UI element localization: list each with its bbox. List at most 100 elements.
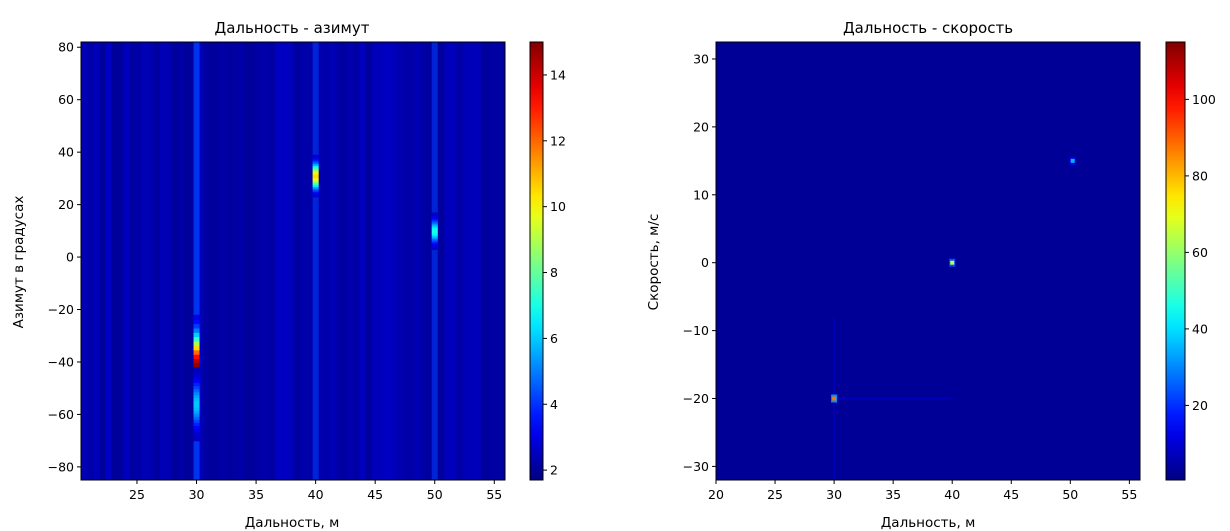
heatmap-peak-cell [431, 212, 438, 215]
heatmap-peak-cell [431, 220, 438, 223]
x-tick-label: 40 [308, 487, 324, 502]
colorbar-tick-label: 14 [550, 67, 566, 82]
heatmap-peak-cell [431, 240, 438, 243]
heatmap-peak-cell [431, 247, 438, 250]
heatmap-peak-cell [193, 410, 200, 414]
heatmap-texture-stripe [474, 42, 482, 480]
heatmap-texture-stripe [305, 42, 312, 480]
x-axis-label: Дальность, м [245, 515, 340, 531]
heatmap-texture-stripe [135, 42, 143, 480]
y-tick-label: 40 [58, 145, 74, 160]
heatmap-peak-cell [431, 227, 438, 230]
heatmap-range-column [193, 42, 200, 480]
heatmap-peak-cell [312, 161, 319, 165]
colorbar-gradient [1165, 41, 1186, 481]
heatmap-texture-stripe [468, 42, 476, 480]
heatmap-peak-cell [193, 422, 200, 426]
heatmap-texture-stripe [190, 42, 197, 480]
x-tick-label: 35 [885, 487, 901, 502]
heatmap-peak-cell [431, 241, 438, 244]
heatmap-texture-stripe [395, 42, 403, 480]
heatmap-texture-stripe [129, 42, 137, 480]
y-tick-label: −80 [48, 459, 74, 474]
chart-title: Дальность - скорость [843, 19, 1013, 37]
heatmap-peak-cell [193, 419, 200, 423]
heatmap-texture-stripe [202, 42, 209, 480]
x-tick-label: 45 [367, 487, 383, 502]
heatmap-texture-stripe [232, 42, 239, 480]
heatmap-texture-stripe [250, 42, 258, 480]
heatmap-texture-stripe [377, 42, 385, 480]
heatmap-peak-cell [431, 238, 438, 241]
heatmap-peak-cell [312, 194, 319, 198]
x-tick-label: 20 [708, 487, 724, 502]
heatmap-peak-cell [431, 236, 438, 240]
heatmap-texture-stripe [244, 42, 252, 480]
colorbar-gradient [529, 41, 544, 481]
colorbar-tick-label: 100 [1192, 92, 1216, 107]
heatmap-peak-cell [312, 158, 319, 161]
heatmap-peak-cell [193, 314, 200, 320]
colorbar: 20 40 60 80 100 [1165, 41, 1216, 481]
colorbar-tick-label: 10 [550, 199, 566, 214]
heatmap-peak-cell [312, 154, 319, 158]
colorbar-tick-label: 6 [550, 331, 558, 346]
heatmap-peak-cell [193, 385, 200, 390]
y-tick-label: −20 [683, 391, 709, 406]
heatmap-peak-cell [312, 186, 319, 189]
heatmap-texture-stripe [208, 42, 215, 480]
colorbar: 2 4 6 8 10 12 14 [529, 41, 566, 481]
heatmap-peak-cell [193, 376, 200, 381]
heatmap-texture-stripe [111, 42, 118, 480]
x-tick-label: 45 [1003, 487, 1019, 502]
x-axis-ticks: 25 30 35 40 45 50 55 [129, 480, 502, 502]
y-tick-label: 60 [58, 92, 74, 107]
heatmap-peak-cell [431, 217, 438, 220]
heatmap-texture-stripe [238, 42, 246, 480]
heatmap-texture-stripe [456, 42, 464, 480]
heatmap-texture-stripe [153, 42, 161, 480]
x-tick-label: 50 [1062, 487, 1078, 502]
heatmap-peak-cell [193, 391, 200, 396]
heatmap-peak-cell [193, 394, 200, 399]
heatmap-texture-stripe [165, 42, 173, 480]
heatmap-texture-stripe [438, 42, 445, 480]
y-tick-label: −40 [48, 354, 74, 369]
heatmap-peak-cell [193, 323, 200, 329]
heatmap-peak-cell [193, 428, 200, 433]
heatmap-texture-stripe [280, 42, 288, 480]
heatmap-texture-stripe [359, 42, 367, 480]
heatmap-peak-cell [832, 396, 837, 401]
heatmap-peak-cell [312, 188, 319, 191]
heatmap-peak-cell [431, 215, 438, 218]
x-tick-label: 25 [129, 487, 145, 502]
x-tick-label: 35 [248, 487, 264, 502]
heatmap-texture-stripe [444, 42, 451, 480]
y-tick-label: −20 [48, 302, 74, 317]
heatmap-peak-cell [312, 179, 319, 182]
heatmap-texture-stripe [256, 42, 264, 480]
x-tick-label: 50 [427, 487, 443, 502]
heatmap-texture-stripe [293, 42, 300, 480]
y-tick-label: 20 [58, 197, 74, 212]
y-tick-label: −10 [683, 323, 709, 338]
x-tick-label: 40 [944, 487, 960, 502]
heatmap-peak-cell [431, 235, 438, 238]
heatmap-peak-cell [312, 182, 319, 186]
heatmap-peak-cell [431, 244, 438, 247]
heatmap-peak-cell [193, 362, 200, 368]
heatmap-background [716, 42, 1140, 480]
heatmap-texture-stripe [171, 42, 179, 480]
heatmap-texture-stripe [402, 42, 409, 480]
heatmap-peak-cell [312, 156, 319, 159]
heatmap-peak-cell [312, 160, 319, 163]
heatmap-texture-stripe [498, 42, 505, 480]
y-tick-label: 0 [701, 255, 709, 270]
heatmap-peak-cell [431, 246, 438, 249]
heatmap-texture-stripe [450, 42, 458, 480]
heatmap-texture-stripe [220, 42, 227, 480]
heatmap-texture-stripe [329, 42, 336, 480]
y-tick-label: 20 [693, 119, 709, 134]
heatmap-texture-stripe [341, 42, 349, 480]
